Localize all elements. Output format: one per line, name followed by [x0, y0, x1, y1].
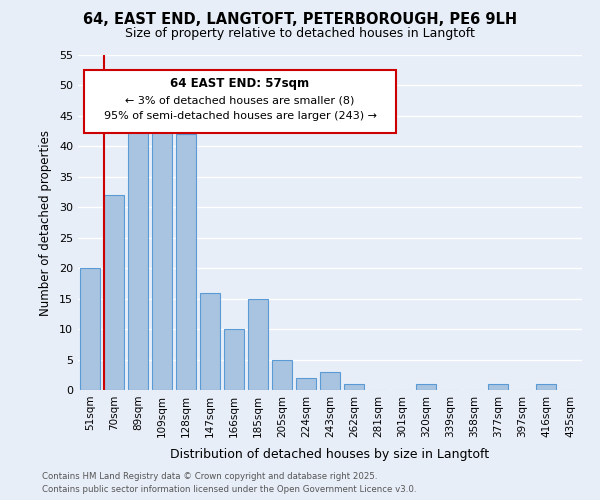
Text: ← 3% of detached houses are smaller (8): ← 3% of detached houses are smaller (8): [125, 95, 355, 105]
Bar: [80, 268, 100, 390]
Bar: [272, 360, 292, 390]
Bar: [416, 384, 436, 390]
Bar: [248, 298, 268, 390]
Text: 95% of semi-detached houses are larger (243) →: 95% of semi-detached houses are larger (…: [104, 111, 377, 121]
Bar: [224, 329, 244, 390]
Bar: [296, 378, 316, 390]
Bar: [152, 110, 172, 390]
Bar: [488, 384, 508, 390]
Y-axis label: Number of detached properties: Number of detached properties: [39, 130, 52, 316]
Text: Contains public sector information licensed under the Open Government Licence v3: Contains public sector information licen…: [42, 485, 416, 494]
Bar: [104, 195, 124, 390]
Bar: [176, 134, 196, 390]
Bar: [128, 116, 148, 390]
X-axis label: Distribution of detached houses by size in Langtoft: Distribution of detached houses by size …: [170, 448, 490, 461]
Bar: [200, 292, 220, 390]
Text: Contains HM Land Registry data © Crown copyright and database right 2025.: Contains HM Land Registry data © Crown c…: [42, 472, 377, 481]
Text: 64 EAST END: 57sqm: 64 EAST END: 57sqm: [170, 76, 310, 90]
Bar: [344, 384, 364, 390]
Bar: [320, 372, 340, 390]
Text: 64, EAST END, LANGTOFT, PETERBOROUGH, PE6 9LH: 64, EAST END, LANGTOFT, PETERBOROUGH, PE…: [83, 12, 517, 28]
Bar: [536, 384, 556, 390]
Text: Size of property relative to detached houses in Langtoft: Size of property relative to detached ho…: [125, 28, 475, 40]
